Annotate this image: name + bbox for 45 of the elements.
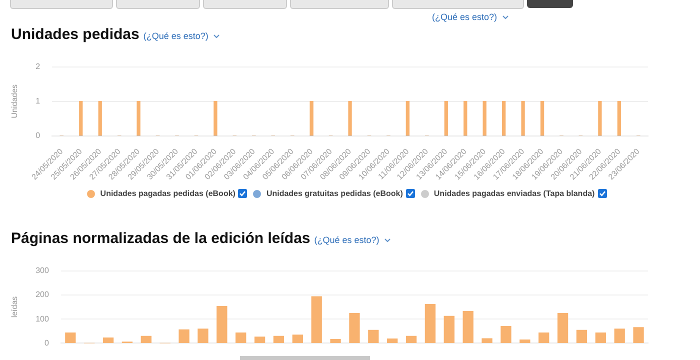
bar xyxy=(520,339,530,344)
bar xyxy=(311,296,322,344)
bar xyxy=(482,338,492,344)
bar xyxy=(102,338,114,344)
y-axis-title: Unidades xyxy=(10,84,20,118)
bar xyxy=(538,332,550,344)
bar xyxy=(387,338,398,344)
legend-label: Unidades gratuitas pedidas (eBook) xyxy=(266,189,403,198)
bar xyxy=(576,330,588,344)
chart-title: Páginas normalizadas de la edición leídas xyxy=(11,230,310,247)
text: (¿Qué es esto?) xyxy=(143,31,208,41)
bar xyxy=(236,332,246,344)
bar xyxy=(633,327,644,344)
bar xyxy=(254,336,266,344)
bar xyxy=(216,306,228,344)
bar xyxy=(424,304,436,344)
y-tick-label: 0 xyxy=(36,131,41,140)
bar xyxy=(349,312,360,344)
bar xyxy=(614,328,625,344)
y-axis-title: leídas xyxy=(10,296,20,318)
y-tick-label: 2 xyxy=(36,62,41,72)
bar xyxy=(65,332,76,344)
y-tick-label: 100 xyxy=(36,314,50,324)
bar xyxy=(444,316,454,344)
bar xyxy=(292,334,303,344)
bar xyxy=(557,312,568,344)
bar xyxy=(140,336,152,344)
text: (¿Qué es esto?) xyxy=(314,235,380,245)
bar xyxy=(178,329,190,344)
bar xyxy=(198,328,208,344)
text: (¿Qué es esto?) xyxy=(432,12,498,22)
bar xyxy=(462,311,474,344)
bar xyxy=(330,339,341,344)
y-tick-label: 200 xyxy=(36,290,50,300)
legend-label: Unidades pagadas enviadas (Tapa blanda) xyxy=(434,189,595,198)
bar xyxy=(500,326,512,344)
bar xyxy=(595,332,606,344)
chart-title: Unidades pedidas xyxy=(11,26,140,43)
y-tick-label: 0 xyxy=(44,338,50,348)
y-tick-label: 300 xyxy=(36,266,50,276)
bar xyxy=(273,336,284,344)
y-tick-label: 1 xyxy=(36,96,41,106)
bar xyxy=(368,330,379,344)
legend-label: Unidades pagadas pedidas (eBook) xyxy=(100,189,236,198)
bar xyxy=(406,336,417,344)
